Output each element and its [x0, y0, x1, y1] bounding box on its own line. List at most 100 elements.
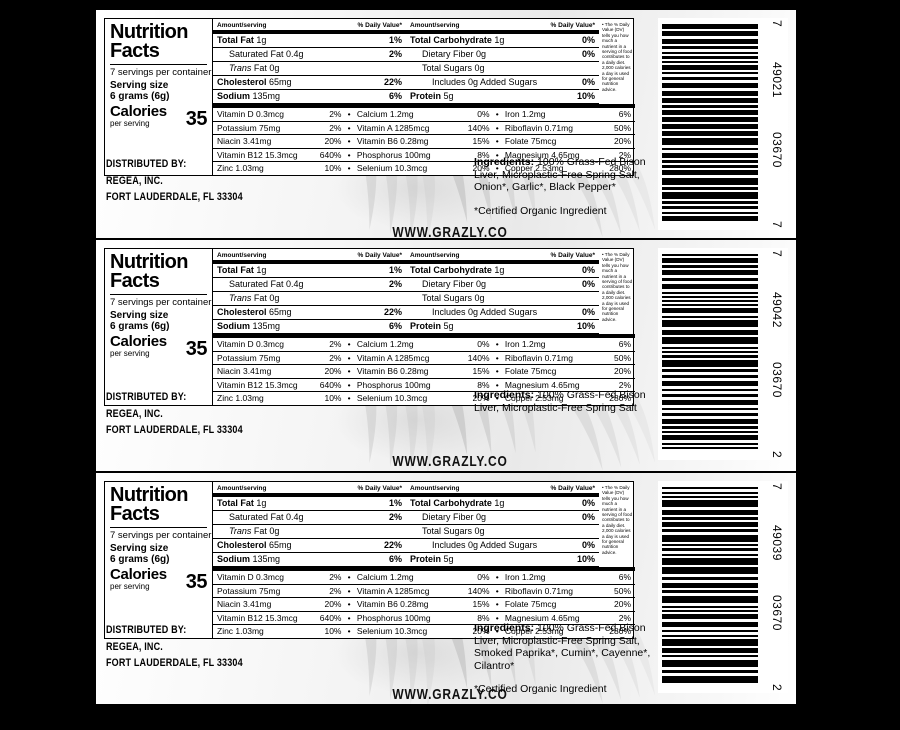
micronutrient-cell: Copper 2.53mg 280%: [501, 392, 635, 405]
micronutrient-name: Zinc 1.03mg: [217, 393, 264, 403]
micronutrient-cell: Potassium 75mg 2%: [213, 585, 345, 598]
nutrient-name: Trans Fat 0g: [229, 293, 280, 303]
micronutrient-dv: 2%: [618, 149, 632, 160]
barcode-bar: [662, 308, 758, 313]
micronutrient-name: Potassium 75mg: [217, 585, 281, 596]
nutrition-facts-title: Nutrition Facts: [110, 252, 207, 291]
nutrient-name: Includes 0g Added Sugars: [432, 540, 538, 550]
barcode-bar: [662, 447, 758, 449]
bullet-separator: •: [347, 122, 351, 133]
barcode-bar: [662, 65, 758, 70]
servings-per-container: 7 servings per container: [110, 530, 212, 541]
barcode-bar: [662, 270, 758, 275]
nutrient-name: Total Sugars 0g: [422, 526, 485, 536]
micronutrient-cell: Selenium 10.3mcg 20%: [353, 162, 494, 175]
micronutrient-name: Vitamin A 1285mcg: [356, 585, 430, 596]
nutrient-name: Protein 5g: [410, 321, 454, 331]
micronutrient-cell: Phosphorus 100mg 8%: [353, 612, 494, 625]
micronutrient-dv: 280%: [609, 163, 632, 173]
barcode-bar: [662, 98, 758, 103]
bullet-separator: •: [495, 379, 499, 390]
bullet-separator: •: [495, 136, 499, 146]
barcode-digit-group2: 49021: [770, 62, 784, 98]
distributor-line-3: FORT LAUDERDALE, FL 33304: [106, 424, 243, 436]
barcode-bar: [662, 347, 758, 349]
barcode: 7 49039 03670 2: [658, 481, 788, 693]
organic-note: *Certified Organic Ingredient: [474, 204, 607, 217]
barcode-bar: [662, 148, 758, 150]
ingredients-text: Ingredients: 100% Grass-Fed Bison Liver,…: [474, 622, 651, 672]
nutrient-column-right: Amount/serving % Daily Value* Total Carboh…: [406, 482, 599, 567]
micronutrient-name: Niacin 3.41mg: [217, 366, 272, 376]
nutrient-columns: Amount/serving % Daily Value* Total Fat 1g…: [213, 482, 635, 638]
nutrient-daily-value: 10%: [576, 554, 595, 564]
micronutrient-cell: Iron 1.2mg 6%: [501, 571, 635, 584]
nutrient-name: Protein 5g: [410, 91, 454, 101]
nutrient-daily-value: 0%: [581, 540, 595, 550]
distributor-block: DISTRIBUTED BY: REGEA, INC. FORT LAUDERDAL…: [106, 389, 243, 439]
calories-row: Calories per serving 35: [110, 566, 208, 592]
micronutrient-dv: 2%: [329, 352, 342, 363]
barcode-bar: [662, 517, 758, 520]
micronutrient-dv: 50%: [614, 585, 632, 596]
barcode-bar: [662, 369, 758, 372]
micronutrient-name: Calcium 1.2mg: [356, 572, 414, 582]
nutrient-name: Total Carbohydrate 1g: [410, 35, 505, 45]
micronutrient-row: Vitamin D 0.3mcg 2% • Calcium 1.2mg 0% • Iron …: [213, 108, 635, 122]
nutrient-daily-value: 6%: [388, 321, 402, 331]
serving-size-value: 6 grams (6g): [110, 321, 170, 332]
header-rule: [213, 260, 406, 264]
barcode-bar: [662, 91, 758, 96]
micronutrient-row: Niacin 3.41mg 20% • Vitamin B6 0.28mg 15% • Fo…: [213, 365, 635, 379]
barcode-bar: [662, 320, 758, 327]
micronutrient-dv: 10%: [324, 163, 342, 173]
column-header: Amount/serving % Daily Value*: [213, 19, 406, 30]
barcode-bar: [662, 419, 758, 424]
nutrient-daily-value: 10%: [576, 321, 595, 331]
daily-value-footnote: • The % Daily Value (DV) tells you how m…: [602, 252, 633, 322]
bullet-separator: •: [347, 585, 351, 596]
micronutrient-cell: Phosphorus 100mg 8%: [353, 149, 494, 162]
micronutrient-name: Vitamin D 0.3mcg: [217, 109, 284, 119]
bullet-separator: •: [347, 339, 351, 349]
bullet-separator: •: [495, 572, 499, 582]
calories-value: 35: [185, 338, 208, 360]
micronutrient-dv: 20%: [324, 599, 342, 609]
divider: [110, 294, 207, 295]
nutrient-daily-value: 0%: [581, 307, 595, 317]
nutrient-name: Dietary Fiber 0g: [422, 512, 487, 522]
nutrient-row: Includes 0g Added Sugars 0%: [406, 539, 599, 553]
micronutrient-cell: Vitamin A 1285mcg 140%: [353, 352, 494, 365]
daily-value-footnote: • The % Daily Value (DV) tells you how m…: [602, 22, 633, 92]
distributor-line-2: REGEA, INC.: [106, 407, 163, 420]
barcode-digit-left: 7: [770, 483, 784, 491]
nutrient-name: Sodium 135mg: [217, 321, 281, 331]
micronutrient-cell: Magnesium 4.65mg 2%: [501, 612, 635, 625]
nutrient-row: Dietary Fiber 0g 0%: [406, 511, 599, 525]
amount-header: Amount/serving: [410, 22, 460, 29]
micronutrient-dv: 6%: [618, 109, 632, 119]
barcode-digits: 7 49042 03670 2: [760, 248, 786, 460]
micronutrient-grid: Vitamin D 0.3mcg 2% • Calcium 1.2mg 0% • Iron …: [213, 567, 635, 638]
nutrient-daily-value: 6%: [388, 554, 402, 564]
website-text: WWW.GRAZLY.CO: [392, 224, 508, 241]
micronutrient-dv: 2%: [329, 585, 342, 596]
nutrient-name: Saturated Fat 0.4g: [229, 49, 304, 59]
micronutrient-dv: 50%: [614, 122, 632, 133]
micronutrient-cell: Vitamin D 0.3mcg 2%: [213, 338, 345, 351]
micronutrient-dv: 280%: [609, 626, 632, 636]
micronutrient-dv: 20%: [472, 626, 490, 636]
nutrient-daily-value: 22%: [383, 307, 402, 317]
servings-per-container: 7 servings per container: [110, 67, 212, 78]
distributor-line-2: REGEA, INC.: [106, 640, 163, 653]
micronutrient-name: Zinc 1.03mg: [217, 163, 264, 173]
nutrient-daily-value: 0%: [581, 35, 595, 45]
micronutrient-dv: 140%: [467, 352, 490, 363]
calories-label: Calories: [110, 566, 167, 583]
amount-header: Amount/serving: [217, 22, 267, 29]
micronutrient-dv: 2%: [329, 122, 342, 133]
calories-sublabel: per serving: [110, 349, 150, 358]
bullet-separator: •: [495, 612, 499, 623]
micronutrient-cell: Zinc 1.03mg 10%: [213, 625, 345, 638]
micronutrient-cell: Selenium 10.3mcg 20%: [353, 625, 494, 638]
